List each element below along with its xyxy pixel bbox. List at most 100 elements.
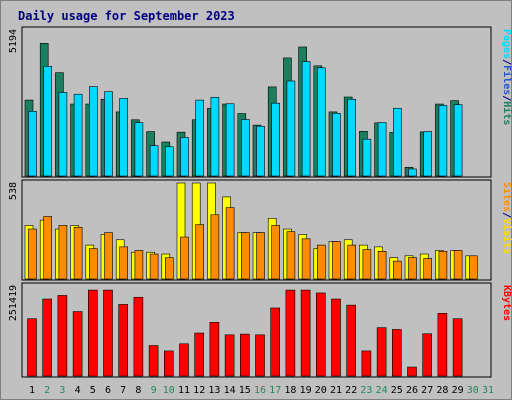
x-tick-label: 19 <box>300 385 312 396</box>
bar-kbytes <box>88 289 98 377</box>
bar-sites <box>362 249 372 280</box>
bar-kbytes <box>255 334 265 377</box>
chart-title: Daily usage for September 2023 <box>18 9 235 23</box>
bar-sites <box>468 255 478 280</box>
bar-pages <box>210 96 220 177</box>
bar-kbytes <box>72 311 83 377</box>
bar-pages <box>225 103 235 177</box>
bar-sites <box>28 228 37 280</box>
bar-pages <box>28 111 37 177</box>
bar-kbytes <box>452 318 463 377</box>
bar-sites <box>119 246 128 280</box>
bar-pages <box>165 146 174 177</box>
bar-kbytes <box>315 292 326 377</box>
x-tick-label: 23 <box>360 385 372 396</box>
x-tick-label: 21 <box>330 385 342 396</box>
bar-sites <box>241 232 250 280</box>
bar-kbytes <box>42 298 53 377</box>
bar-pages <box>89 86 98 177</box>
bar-sites <box>286 231 296 280</box>
bar-pages <box>332 113 341 177</box>
legend-label-slash: / <box>501 59 512 65</box>
bar-kbytes <box>148 345 159 377</box>
bar-sites <box>256 232 265 280</box>
x-tick-label: 12 <box>193 385 205 396</box>
legend-label-sites: Sites <box>501 182 512 212</box>
x-tick-label: 7 <box>120 385 126 396</box>
bar-sites <box>210 214 220 280</box>
bar-kbytes <box>103 289 113 377</box>
bar-kbytes <box>240 333 250 377</box>
bar-kbytes <box>285 289 296 377</box>
bar-kbytes <box>300 289 311 377</box>
x-tick-label: 5 <box>90 385 96 396</box>
x-tick-label: 25 <box>391 385 403 396</box>
bar-sites <box>58 225 68 280</box>
bar-pages <box>149 145 159 177</box>
bar-sites <box>149 253 159 280</box>
bars-pages-files-hits <box>24 43 463 177</box>
bar-pages <box>301 61 311 177</box>
x-tick-label: 10 <box>163 385 175 396</box>
bar-kbytes <box>270 307 281 377</box>
bar-kbytes <box>346 304 357 377</box>
x-tick-label: 22 <box>345 385 357 396</box>
bar-pages <box>134 122 144 177</box>
bar-sites <box>195 224 204 280</box>
bar-pages <box>423 131 433 177</box>
x-tick-label: 31 <box>482 385 494 396</box>
bar-sites <box>392 260 402 280</box>
bar-pages <box>438 105 448 177</box>
bar-sites <box>104 232 113 280</box>
bar-sites <box>316 244 326 280</box>
legend-label-visits: Visits <box>501 218 512 254</box>
bar-pages <box>58 92 68 177</box>
bar-kbytes <box>376 327 387 377</box>
bar-sites <box>347 244 357 280</box>
bar-pages <box>362 138 372 177</box>
bar-sites <box>89 248 98 280</box>
bar-kbytes <box>391 329 402 377</box>
x-tick-label: 16 <box>254 385 266 396</box>
y-max-label: 251419 <box>8 285 19 321</box>
bar-kbytes <box>209 322 220 377</box>
x-tick-label: 9 <box>151 385 157 396</box>
bar-pages <box>347 98 357 177</box>
bar-pages <box>241 119 250 177</box>
bar-sites <box>271 225 281 280</box>
panel-legend: KBytes <box>501 285 512 321</box>
bar-pages <box>271 102 281 177</box>
bar-pages <box>43 66 53 177</box>
bar-pages <box>119 98 128 177</box>
bar-sites <box>180 236 189 280</box>
bar-pages <box>256 125 265 177</box>
bar-pages <box>377 122 387 177</box>
x-tick-label: 6 <box>105 385 111 396</box>
bar-kbytes <box>57 295 68 377</box>
x-tick-label: 17 <box>269 385 281 396</box>
bar-kbytes <box>224 334 235 377</box>
bar-sites <box>73 226 83 280</box>
bars-sites-visits <box>24 182 478 280</box>
bar-sites <box>225 207 235 280</box>
bar-kbytes <box>164 350 174 377</box>
bars-kbytes <box>27 289 463 377</box>
bar-kbytes <box>422 333 433 377</box>
bar-sites <box>438 251 448 280</box>
x-tick-label: 3 <box>59 385 65 396</box>
bar-kbytes <box>437 313 448 377</box>
bar-kbytes <box>194 332 204 377</box>
legend-label-files: Files <box>501 65 512 95</box>
legend-label-slash: / <box>501 212 512 218</box>
x-tick-label: 15 <box>239 385 251 396</box>
x-tick-label: 29 <box>452 385 464 396</box>
x-tick-label: 1 <box>29 385 35 396</box>
panel-legend: Sites/Visits <box>501 182 512 254</box>
bar-kbytes <box>27 318 37 377</box>
bar-sites <box>165 257 174 280</box>
x-tick-label: 18 <box>284 385 296 396</box>
bar-sites <box>377 251 387 280</box>
legend-label-slash: / <box>501 95 512 101</box>
